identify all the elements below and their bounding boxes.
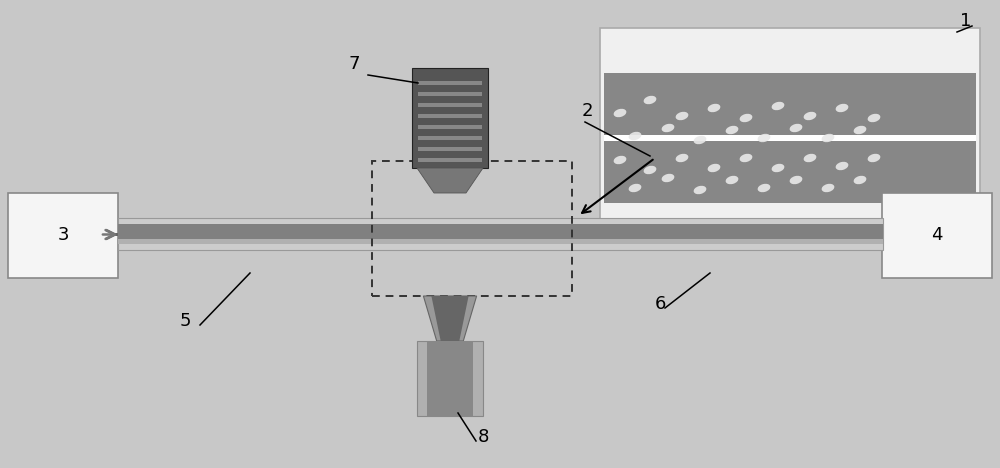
- Ellipse shape: [740, 114, 752, 122]
- Ellipse shape: [629, 184, 641, 192]
- Bar: [418, 158, 482, 162]
- Text: 1: 1: [960, 12, 971, 30]
- Polygon shape: [431, 296, 469, 341]
- Ellipse shape: [868, 154, 880, 162]
- Bar: [418, 125, 482, 129]
- Ellipse shape: [676, 154, 688, 162]
- Ellipse shape: [854, 126, 866, 134]
- Text: 3: 3: [57, 227, 69, 244]
- Ellipse shape: [758, 134, 770, 142]
- Ellipse shape: [804, 112, 816, 120]
- Ellipse shape: [614, 156, 626, 164]
- Ellipse shape: [822, 134, 834, 142]
- Text: 7: 7: [348, 55, 360, 73]
- Bar: [118, 224, 883, 244]
- Ellipse shape: [694, 136, 706, 144]
- Ellipse shape: [772, 102, 784, 110]
- Ellipse shape: [644, 96, 656, 104]
- Ellipse shape: [822, 184, 834, 192]
- Bar: [604, 73, 976, 203]
- Ellipse shape: [868, 114, 880, 122]
- Bar: [418, 92, 482, 96]
- Polygon shape: [417, 168, 483, 193]
- Ellipse shape: [662, 124, 674, 132]
- Bar: [427, 341, 473, 416]
- Bar: [8, 193, 118, 278]
- Bar: [418, 136, 482, 140]
- Ellipse shape: [662, 174, 674, 182]
- Bar: [118, 218, 883, 250]
- Ellipse shape: [708, 164, 720, 172]
- Bar: [372, 161, 572, 296]
- Polygon shape: [423, 296, 477, 341]
- Bar: [418, 147, 482, 151]
- Ellipse shape: [726, 176, 738, 184]
- Bar: [418, 81, 482, 85]
- Ellipse shape: [804, 154, 816, 162]
- Text: 4: 4: [931, 227, 943, 244]
- Bar: [412, 68, 488, 168]
- Ellipse shape: [694, 186, 706, 194]
- Ellipse shape: [758, 184, 770, 192]
- Text: 5: 5: [180, 312, 192, 330]
- Ellipse shape: [854, 176, 866, 184]
- Ellipse shape: [790, 176, 802, 184]
- Text: 2: 2: [582, 102, 594, 120]
- Ellipse shape: [836, 162, 848, 170]
- Bar: [418, 103, 482, 107]
- Bar: [882, 193, 992, 278]
- Bar: [417, 341, 483, 416]
- Bar: [600, 28, 980, 238]
- Ellipse shape: [790, 124, 802, 132]
- Ellipse shape: [836, 104, 848, 112]
- Text: 6: 6: [655, 295, 666, 313]
- Ellipse shape: [708, 104, 720, 112]
- Bar: [418, 114, 482, 118]
- Ellipse shape: [740, 154, 752, 162]
- Bar: [118, 239, 883, 244]
- Ellipse shape: [772, 164, 784, 172]
- Ellipse shape: [629, 132, 641, 140]
- Bar: [604, 135, 976, 141]
- Ellipse shape: [676, 112, 688, 120]
- Ellipse shape: [726, 126, 738, 134]
- Text: 8: 8: [478, 428, 489, 446]
- Ellipse shape: [644, 166, 656, 174]
- Ellipse shape: [614, 109, 626, 117]
